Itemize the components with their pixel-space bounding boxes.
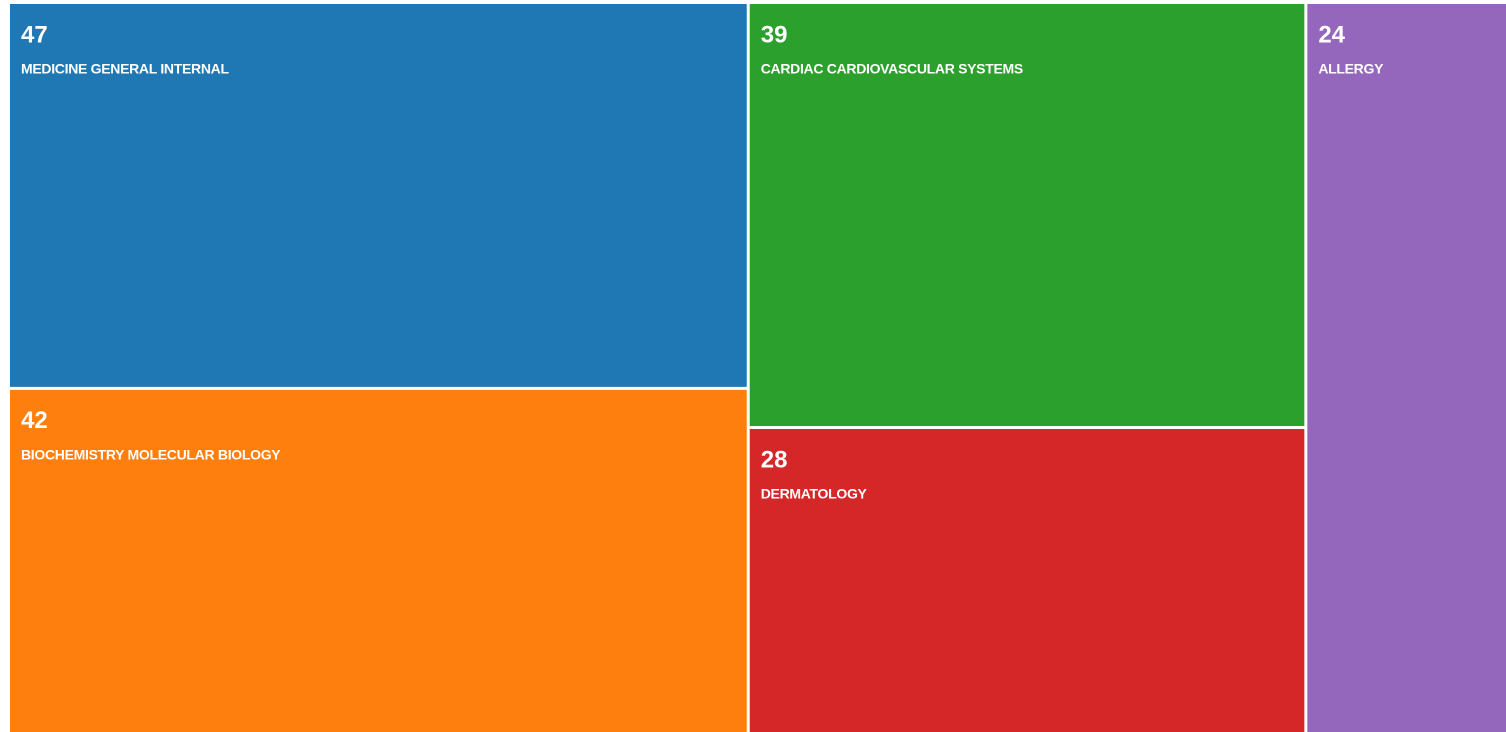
tile-label: CARDIAC CARDIOVASCULAR SYSTEMS <box>761 61 1023 77</box>
tile <box>1307 4 1506 732</box>
tile-label: DERMATOLOGY <box>761 486 868 502</box>
tile <box>10 4 747 387</box>
tile-value: 47 <box>21 21 48 48</box>
tile-label: BIOCHEMISTRY MOLECULAR BIOLOGY <box>21 447 281 463</box>
tile <box>10 389 747 732</box>
tile-value: 28 <box>761 446 788 473</box>
tile-label: MEDICINE GENERAL INTERNAL <box>21 61 229 77</box>
tile-value: 42 <box>21 407 48 434</box>
tile-value: 39 <box>761 21 788 48</box>
tile-label: ALLERGY <box>1318 61 1384 77</box>
tile-value: 24 <box>1318 21 1345 48</box>
tile <box>749 4 1305 427</box>
tile <box>749 429 1305 732</box>
